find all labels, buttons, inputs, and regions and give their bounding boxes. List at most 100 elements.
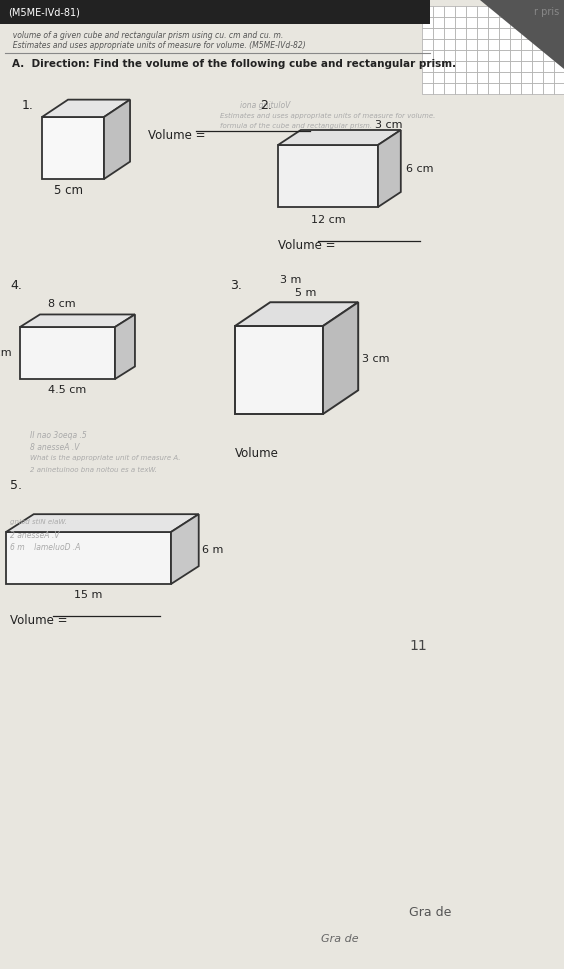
Polygon shape <box>104 100 130 179</box>
Bar <box>510 61 521 72</box>
Text: Volume: Volume <box>235 447 279 460</box>
Bar <box>466 17 477 28</box>
Bar <box>521 72 532 83</box>
Bar <box>466 6 477 17</box>
Polygon shape <box>6 515 199 532</box>
Bar <box>510 50 521 61</box>
Bar <box>477 28 488 39</box>
Polygon shape <box>235 326 323 414</box>
Bar <box>477 83 488 94</box>
Bar <box>499 83 510 94</box>
Text: 15 m: 15 m <box>74 590 102 600</box>
Polygon shape <box>20 327 115 379</box>
Bar <box>510 72 521 83</box>
Bar <box>543 39 554 50</box>
Bar <box>510 17 521 28</box>
Text: II nao 3oeqa .5: II nao 3oeqa .5 <box>30 431 87 440</box>
Bar <box>466 83 477 94</box>
Bar <box>554 72 564 83</box>
Bar <box>543 61 554 72</box>
Text: Gra de: Gra de <box>409 906 451 919</box>
Text: Estimates and uses appropriate units of measure for volume. (M5ME-IVd-82): Estimates and uses appropriate units of … <box>8 41 306 50</box>
Bar <box>422 83 433 94</box>
Bar <box>521 61 532 72</box>
Bar <box>499 6 510 17</box>
Bar <box>477 6 488 17</box>
Bar <box>488 72 499 83</box>
Text: 8 anesseA .V: 8 anesseA .V <box>30 443 80 452</box>
Bar <box>433 72 444 83</box>
Text: 2.: 2. <box>260 99 272 112</box>
Bar <box>477 39 488 50</box>
Text: 3.: 3. <box>230 279 242 292</box>
Text: 8 cm: 8 cm <box>48 299 76 309</box>
Bar <box>521 6 532 17</box>
Bar <box>510 6 521 17</box>
Bar <box>444 61 455 72</box>
Bar <box>499 17 510 28</box>
Bar <box>554 28 564 39</box>
Bar <box>554 61 564 72</box>
Bar <box>521 50 532 61</box>
Polygon shape <box>480 0 564 69</box>
Bar <box>488 83 499 94</box>
Text: 5.: 5. <box>10 479 22 492</box>
Bar <box>543 72 554 83</box>
Bar <box>422 50 433 61</box>
Bar <box>499 72 510 83</box>
Bar <box>521 17 532 28</box>
Polygon shape <box>6 532 171 584</box>
Text: 11: 11 <box>409 639 427 653</box>
Bar <box>477 50 488 61</box>
Bar <box>0 0 430 24</box>
Bar <box>554 6 564 17</box>
Text: 3 m: 3 m <box>280 275 302 285</box>
Bar <box>433 39 444 50</box>
Bar <box>532 6 543 17</box>
Bar <box>521 28 532 39</box>
Bar <box>433 17 444 28</box>
Text: 4.: 4. <box>10 279 22 292</box>
Polygon shape <box>323 302 358 414</box>
Bar <box>532 28 543 39</box>
Bar <box>444 6 455 17</box>
Bar <box>455 17 466 28</box>
Bar <box>422 61 433 72</box>
Bar <box>433 6 444 17</box>
Bar <box>433 83 444 94</box>
Polygon shape <box>20 315 135 327</box>
Bar <box>455 6 466 17</box>
Text: Volume =: Volume = <box>148 129 209 142</box>
Bar <box>444 17 455 28</box>
Text: gniod stiN elaW.: gniod stiN elaW. <box>10 519 67 525</box>
Bar <box>554 39 564 50</box>
Bar <box>532 50 543 61</box>
Polygon shape <box>115 315 135 379</box>
Bar <box>510 39 521 50</box>
Bar <box>455 50 466 61</box>
Bar <box>532 83 543 94</box>
Bar <box>488 28 499 39</box>
Bar <box>444 72 455 83</box>
Polygon shape <box>278 130 401 145</box>
Bar <box>477 61 488 72</box>
Polygon shape <box>235 302 358 326</box>
Text: 2 anesseA .V: 2 anesseA .V <box>10 531 59 540</box>
Bar <box>521 39 532 50</box>
Bar <box>543 50 554 61</box>
Polygon shape <box>42 117 104 179</box>
Text: 1.: 1. <box>22 99 34 112</box>
Text: r pris: r pris <box>534 7 559 17</box>
Bar <box>444 39 455 50</box>
Text: Estimates and uses appropriate units of measure for volume.: Estimates and uses appropriate units of … <box>220 113 435 119</box>
Bar <box>488 39 499 50</box>
Polygon shape <box>171 515 199 584</box>
Bar <box>532 72 543 83</box>
Bar <box>543 28 554 39</box>
Bar <box>477 17 488 28</box>
Bar <box>510 28 521 39</box>
Bar <box>466 39 477 50</box>
Bar <box>444 83 455 94</box>
Bar <box>499 61 510 72</box>
Polygon shape <box>42 100 130 117</box>
